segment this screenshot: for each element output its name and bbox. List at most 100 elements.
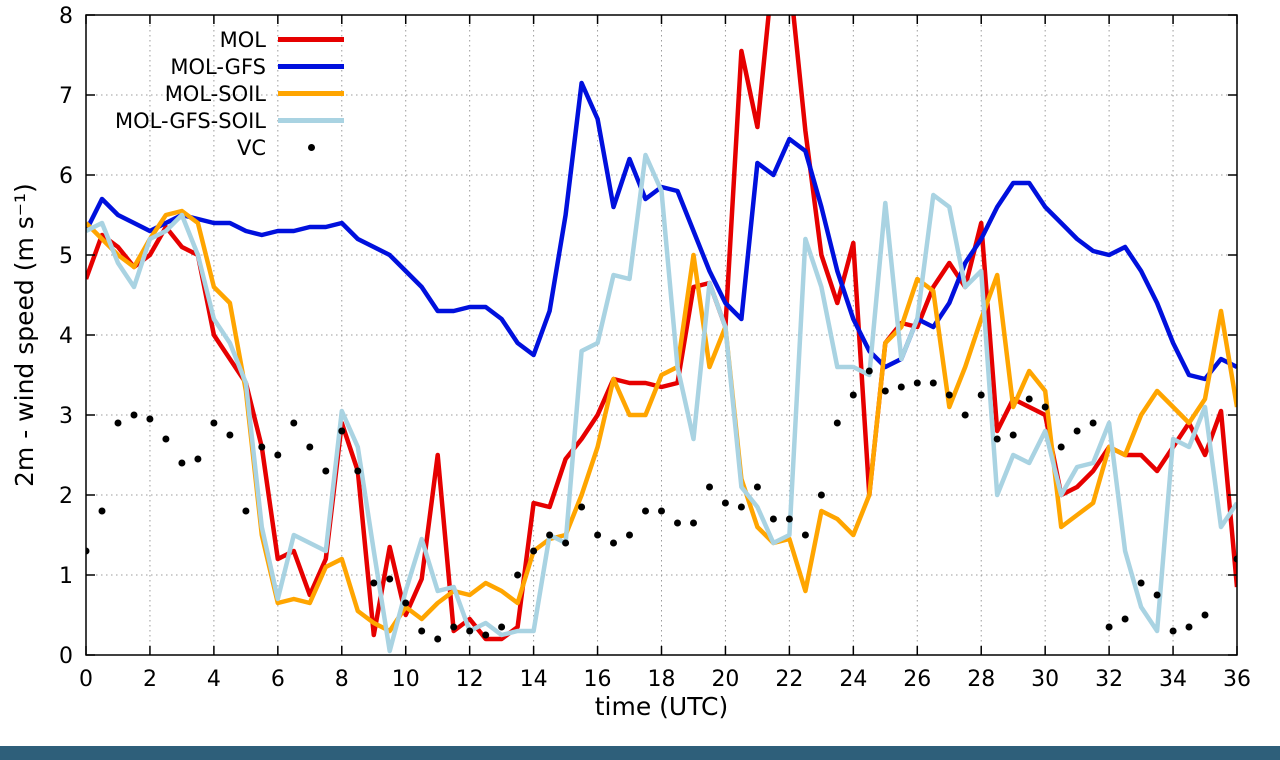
legend: MOL MOL-GFS MOL-SOIL MOL-GFS-SOIL VC xyxy=(90,26,344,161)
scatter-point-VC xyxy=(562,539,570,547)
line-swatch-icon xyxy=(278,91,344,96)
scatter-point-VC xyxy=(977,391,985,399)
x-tick-label: 26 xyxy=(903,667,931,692)
scatter-point-VC xyxy=(402,599,410,607)
legend-item: VC xyxy=(90,134,344,161)
series-line-MOL-SOIL xyxy=(86,208,1237,634)
scatter-point-VC xyxy=(514,571,522,579)
x-tick-label: 20 xyxy=(711,667,739,692)
scatter-point-VC xyxy=(1089,419,1097,427)
scatter-point-VC xyxy=(1121,615,1129,623)
scatter-point-VC xyxy=(290,419,298,427)
scatter-point-VC xyxy=(658,507,665,515)
scatter-point-VC xyxy=(817,491,825,499)
legend-label: MOL-SOIL xyxy=(164,81,266,106)
scatter-point-VC xyxy=(498,623,506,631)
scatter-point-VC xyxy=(801,531,809,539)
x-tick-label: 10 xyxy=(392,667,420,692)
scatter-point-VC xyxy=(546,531,554,539)
scatter-point-VC xyxy=(1201,611,1209,619)
legend-item: MOL-SOIL xyxy=(90,80,344,107)
scatter-point-VC xyxy=(737,503,745,511)
dot-icon xyxy=(307,144,315,151)
scatter-point-VC xyxy=(1041,403,1049,411)
y-tick-label: 2 xyxy=(59,484,73,509)
x-tick-label: 16 xyxy=(584,667,612,692)
y-tick-label: 3 xyxy=(59,404,73,429)
scatter-point-VC xyxy=(913,379,921,387)
scatter-point-VC xyxy=(690,519,697,527)
y-tick-label: 0 xyxy=(59,644,73,669)
scatter-point-VC xyxy=(1233,555,1237,563)
scatter-point-VC xyxy=(1057,443,1065,451)
x-tick-label: 6 xyxy=(271,667,285,692)
scatter-point-VC xyxy=(1137,579,1145,587)
y-axis-label: 2m - wind speed (m s⁻¹) xyxy=(10,183,39,487)
scatter-point-VC xyxy=(306,443,314,451)
scatter-point-VC xyxy=(753,483,761,491)
scatter-point-VC xyxy=(945,391,953,399)
scatter-point-VC xyxy=(178,459,186,467)
legend-line-sample xyxy=(278,91,344,96)
scatter-point-VC xyxy=(993,435,1001,443)
scatter-point-VC xyxy=(961,411,969,419)
scatter-point-VC xyxy=(1105,623,1113,631)
scatter-point-VC xyxy=(418,627,426,635)
y-tick-label: 5 xyxy=(59,244,73,269)
legend-label: MOL-GFS xyxy=(170,54,266,79)
scatter-point-VC xyxy=(674,519,681,527)
scatter-point-VC xyxy=(578,503,586,511)
x-tick-label: 0 xyxy=(79,667,93,692)
scatter-point-VC xyxy=(194,455,202,463)
scatter-point-VC xyxy=(86,547,90,555)
x-tick-label: 4 xyxy=(207,667,221,692)
x-tick-label: 8 xyxy=(335,667,349,692)
legend-item: MOL-GFS-SOIL xyxy=(90,107,344,134)
legend-label: MOL xyxy=(219,27,266,52)
scatter-point-VC xyxy=(849,391,857,399)
scatter-point-VC xyxy=(1153,591,1161,599)
scatter-point-VC xyxy=(1185,623,1193,631)
scatter-point-VC xyxy=(642,507,649,515)
legend-dot-sample xyxy=(278,144,344,151)
scatter-point-VC xyxy=(865,367,873,375)
y-tick-label: 4 xyxy=(59,324,73,349)
scatter-point-VC xyxy=(386,575,394,583)
x-tick-label: 2 xyxy=(143,667,157,692)
scatter-point-VC xyxy=(322,467,330,475)
scatter-point-VC xyxy=(1169,627,1177,635)
scatter-point-VC xyxy=(833,419,841,427)
x-axis-label: time (UTC) xyxy=(594,692,729,721)
y-tick-label: 6 xyxy=(59,164,73,189)
legend-line-sample xyxy=(278,64,344,69)
scatter-point-VC xyxy=(610,539,617,547)
legend-label: MOL-GFS-SOIL xyxy=(115,108,266,133)
scatter-point-VC xyxy=(226,431,234,439)
scatter-point-VC xyxy=(354,467,362,475)
y-tick-label: 8 xyxy=(59,4,73,29)
scatter-point-VC xyxy=(450,623,458,631)
scatter-point-VC xyxy=(482,631,490,639)
scatter-point-VC xyxy=(434,635,442,643)
x-tick-label: 12 xyxy=(456,667,484,692)
scatter-point-VC xyxy=(146,415,154,423)
x-tick-label: 28 xyxy=(967,667,995,692)
scatter-point-VC xyxy=(162,435,170,443)
scatter-point-VC xyxy=(881,387,889,395)
bottom-window-bar xyxy=(0,746,1280,760)
scatter-point-VC xyxy=(114,419,122,427)
line-swatch-icon xyxy=(278,118,344,123)
legend-label: VC xyxy=(236,135,266,160)
x-tick-label: 14 xyxy=(520,667,548,692)
series-line-MOL xyxy=(86,15,1237,642)
scatter-point-VC xyxy=(130,411,138,419)
x-tick-label: 34 xyxy=(1159,667,1187,692)
scatter-point-VC xyxy=(98,507,106,515)
line-swatch-icon xyxy=(278,64,344,69)
scatter-point-VC xyxy=(1009,431,1017,439)
legend-line-sample xyxy=(278,37,344,42)
legend-item: MOL xyxy=(90,26,344,53)
y-tick-label: 1 xyxy=(59,564,73,589)
